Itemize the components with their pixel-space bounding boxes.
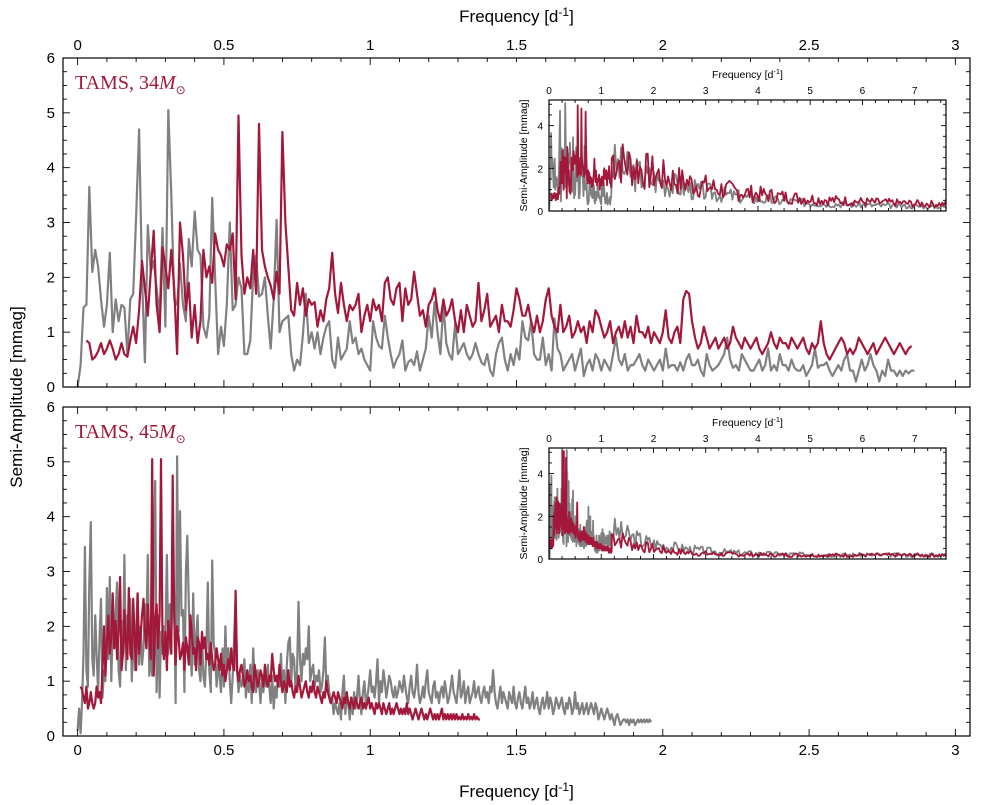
top-observed-line — [76, 108, 915, 387]
bottom-y-tick-label: 4 — [47, 509, 55, 526]
top-inset-series-group — [549, 102, 946, 211]
top-y-tick-label: 2 — [47, 269, 55, 286]
top-inset-y-tick-label: 0 — [537, 207, 543, 218]
bottom-x-tick-label: 1.5 — [506, 742, 527, 759]
top-inset: 0 1 2 3 4 5 6 7 0 2 4 Frequency [d-1] Semi-Amplitude… — [513, 62, 950, 218]
top-x-tick-label: 2 — [659, 37, 667, 54]
bottom-y-tick-label: 0 — [47, 728, 55, 745]
bottom-inset: 0 1 2 3 4 5 6 7 0 2 4 Frequency [d-1] Semi-Amplitude… — [513, 410, 950, 566]
bottom-x-tick-label: 0.5 — [213, 742, 234, 759]
bottom-inset-y-title: Semi-Amplitude [mmag] — [518, 447, 530, 559]
top-inset-y-title: Semi-Amplitude [mmag] — [518, 99, 530, 211]
top-inset-y-tick-label: 2 — [537, 164, 543, 175]
top-inset-x-tick-label: 4 — [755, 86, 761, 97]
bottom-inset-x-tick-label: 5 — [807, 434, 813, 445]
top-y-tick-label: 0 — [47, 379, 55, 396]
bottom-x-tick-label: 1 — [366, 742, 374, 759]
top-y-tick-label: 1 — [47, 324, 55, 341]
bottom-inset-x-tick-label: 6 — [860, 434, 866, 445]
bottom-inset-x-tick-label: 3 — [703, 434, 709, 445]
bottom-panel: 0 1 2 3 4 5 6 0 0.5 1 1.5 2 2.5 3 TAMS, 45M⊙ 0 1 2 3 4 5 6 7 0 2… — [47, 399, 971, 759]
top-x-tick-label: 3 — [951, 37, 959, 54]
bottom-inset-x-tick-label: 7 — [912, 434, 918, 445]
top-y-tick-label: 5 — [47, 105, 55, 122]
bottom-y-tick-label: 5 — [47, 454, 55, 471]
top-inset-x-tick-label: 2 — [651, 86, 657, 97]
bottom-inset-y-tick-label: 2 — [537, 512, 543, 523]
top-inset-x-title: Frequency [d-1] — [712, 67, 783, 81]
bottom-inset-x-tick-label: 2 — [651, 434, 657, 445]
top-inset-x-tick-label: 3 — [703, 86, 709, 97]
bottom-inset-x-tick-label: 1 — [598, 434, 604, 445]
top-inset-x-tick-label: 6 — [860, 86, 866, 97]
top-series-group — [76, 108, 915, 387]
bottom-inset-frame — [548, 447, 947, 560]
bottom-inset-x-title: Frequency [d-1] — [712, 415, 783, 429]
bottom-inset-x-tick-label: 4 — [755, 434, 761, 445]
bottom-x-tick-label: 3 — [951, 742, 959, 759]
top-axis-title: Frequency [d-1] — [459, 5, 574, 26]
bottom-y-tick-label: 6 — [47, 399, 55, 416]
top-x-tick-label: 0.5 — [213, 37, 234, 54]
top-inset-x-tick-label: 7 — [912, 86, 918, 97]
bottom-x-tick-label: 0 — [73, 742, 81, 759]
top-panel: 0 1 2 3 4 5 6 0 0.5 1 1.5 2 2.5 3 TAMS, 34M⊙ 0 1 2 3 4 5 6 7 0 2… — [47, 37, 971, 396]
top-model-line — [85, 114, 913, 361]
bottom-axis-title: Frequency [d-1] — [459, 780, 574, 801]
bottom-series-group — [76, 455, 653, 735]
bottom-inset-series-group — [549, 449, 946, 559]
top-inset-y-tick-label: 4 — [537, 122, 543, 133]
top-inset-x-tick-label: 0 — [546, 86, 552, 97]
bottom-y-tick-label: 1 — [47, 673, 55, 690]
bottom-inset-x-tick-label: 0 — [546, 434, 552, 445]
bottom-x-tick-label: 2 — [659, 742, 667, 759]
bottom-y-tick-label: 3 — [47, 564, 55, 581]
top-x-tick-label: 1.5 — [506, 37, 527, 54]
bottom-inset-model-line — [549, 450, 946, 558]
top-y-tick-label: 4 — [47, 160, 55, 177]
bottom-model-line — [79, 458, 480, 721]
top-y-tick-label: 6 — [47, 50, 55, 67]
top-panel-label: TAMS, 34M⊙ — [75, 72, 186, 97]
top-y-tick-label: 3 — [47, 215, 55, 232]
top-inset-x-tick-label: 1 — [598, 86, 604, 97]
top-x-tick-label: 1 — [366, 37, 374, 54]
top-inset-x-tick-label: 5 — [807, 86, 813, 97]
top-x-tick-label: 0 — [73, 37, 81, 54]
bottom-inset-y-tick-label: 0 — [537, 555, 543, 566]
bottom-x-tick-label: 2.5 — [799, 742, 820, 759]
top-x-tick-label: 2.5 — [799, 37, 820, 54]
bottom-panel-label: TAMS, 45M⊙ — [75, 421, 186, 446]
top-inset-model-line — [549, 104, 946, 209]
bottom-inset-y-tick-label: 4 — [537, 470, 543, 481]
y-axis-title: Semi-Amplitude [mmag] — [7, 306, 26, 487]
bottom-y-tick-label: 2 — [47, 618, 55, 635]
top-inset-frame — [548, 99, 947, 212]
